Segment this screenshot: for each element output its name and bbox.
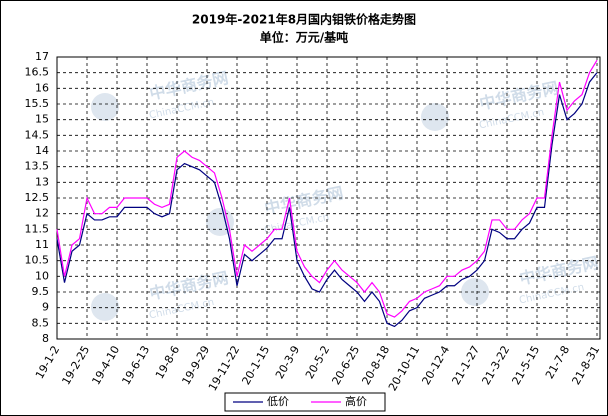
- series-line: [56, 72, 598, 328]
- legend-label: 低价: [267, 395, 289, 408]
- legend-box: [224, 392, 386, 412]
- y-tick-label: 9: [42, 301, 49, 314]
- watermark-logo: [421, 103, 449, 131]
- legend-label: 高价: [345, 394, 367, 408]
- y-tick-label: 12.5: [25, 191, 50, 204]
- y-tick-label: 13.5: [25, 160, 50, 173]
- y-tick-label: 15.5: [25, 97, 50, 110]
- y-tick-label: 17: [35, 50, 49, 63]
- y-tick-label: 16.5: [25, 66, 50, 79]
- y-tick-label: 13: [35, 175, 49, 188]
- y-tick-label: 15: [35, 113, 49, 126]
- y-tick-label: 16: [35, 81, 49, 94]
- watermark-logo: [91, 93, 119, 121]
- y-tick-label: 9.5: [32, 285, 50, 298]
- y-tick-label: 10.5: [25, 254, 50, 267]
- y-tick-label: 14.5: [25, 128, 50, 141]
- y-tick-label: 10: [35, 269, 49, 282]
- y-tick-label: 8.5: [32, 316, 50, 329]
- chart-subtitle: 单位：万元/基吨: [260, 30, 348, 45]
- y-tick-label: 11: [35, 238, 49, 251]
- y-tick-label: 8: [42, 332, 49, 345]
- watermark-logo: [91, 293, 119, 321]
- watermark-logo: [461, 278, 489, 306]
- y-tick-label: 12: [35, 207, 49, 220]
- y-tick-label: 14: [35, 144, 49, 157]
- chart-title: 2019年-2021年8月国内钼铁价格走势图: [192, 12, 416, 27]
- y-tick-label: 11.5: [25, 222, 50, 235]
- series-line: [56, 59, 598, 318]
